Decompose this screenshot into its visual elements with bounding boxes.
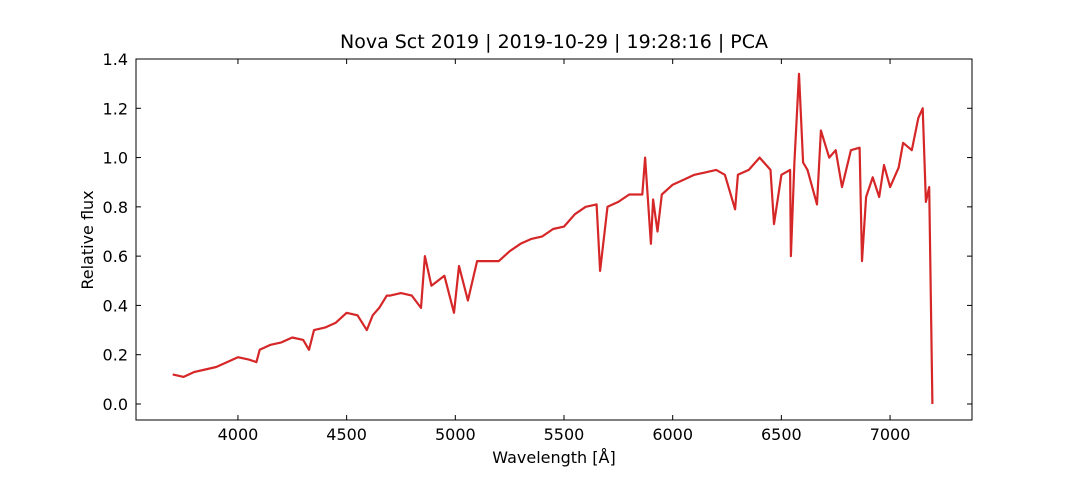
y-tick-label: 0.2 [103, 346, 128, 365]
x-tick-label: 7000 [870, 425, 911, 444]
x-tick-label: 4500 [326, 425, 367, 444]
y-tick-label: 0.8 [103, 198, 128, 217]
y-tick-label: 1.4 [103, 50, 128, 69]
y-tick-label: 1.2 [103, 99, 128, 118]
y-tick-label: 0.6 [103, 247, 128, 266]
chart-title: Nova Sct 2019 | 2019-10-29 | 19:28:16 | … [340, 31, 768, 53]
plot-frame [135, 58, 973, 421]
spectrum-line [172, 72, 934, 405]
y-axis-label: Relative flux [78, 190, 97, 289]
x-tick-label: 6500 [761, 425, 802, 444]
x-axis-label: Wavelength [Å] [492, 448, 615, 467]
x-tick-label: 5500 [544, 425, 585, 444]
x-tick-label: 5000 [435, 425, 476, 444]
y-tick-label: 0.0 [103, 395, 128, 414]
y-tick-label: 0.4 [103, 296, 128, 315]
x-tick-label: 4000 [218, 425, 259, 444]
y-tick-label: 1.0 [103, 149, 128, 168]
x-tick-label: 6000 [652, 425, 693, 444]
